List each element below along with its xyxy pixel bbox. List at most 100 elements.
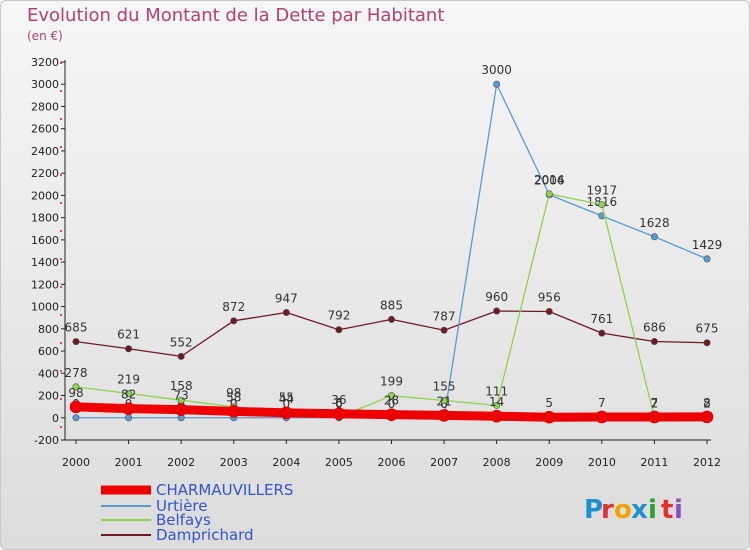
y-tick-label: 1800: [31, 212, 59, 225]
data-label: 686: [643, 320, 666, 334]
data-point: [72, 383, 80, 391]
data-label: 685: [65, 321, 88, 335]
data-point: [72, 414, 80, 422]
data-point: [387, 315, 395, 323]
data-label: 5: [545, 396, 553, 410]
data-label: 6: [335, 396, 343, 410]
legend-label: Damprichard: [156, 526, 254, 544]
x-tick-label: 2003: [220, 456, 248, 469]
logo-letter: i: [674, 495, 683, 525]
data-label: 7: [651, 396, 659, 410]
data-label: 14: [489, 395, 504, 409]
series-urti-re: 0000000030002006181616281429: [72, 63, 723, 422]
x-tick-label: 2006: [378, 456, 406, 469]
data-point: [335, 326, 343, 334]
data-point: [72, 338, 80, 346]
data-point: [545, 190, 553, 198]
legend-label: CHARMAUVILLERS: [156, 481, 293, 499]
data-label: 58: [226, 390, 241, 404]
data-label: 278: [65, 366, 88, 380]
data-point: [703, 255, 711, 263]
data-point: [385, 408, 398, 421]
data-point: [440, 326, 448, 334]
x-tick-label: 2011: [640, 456, 668, 469]
y-tick-label: 3000: [31, 78, 59, 91]
data-label: 219: [117, 372, 140, 386]
data-label: 761: [590, 312, 613, 326]
proxiti-logo: Pr o x i t i: [584, 495, 683, 525]
y-tick-label: -200: [34, 434, 59, 447]
series-charmauvillers: 98 82 73 58 44 36 28 21 14 5 7 7 8: [68, 386, 714, 424]
data-point: [493, 401, 501, 409]
data-point: [125, 414, 133, 422]
data-label: 98: [226, 386, 241, 400]
data-label: 2: [703, 397, 711, 411]
data-label: 956: [538, 290, 561, 304]
data-label: 199: [380, 375, 403, 389]
data-point: [598, 329, 606, 337]
data-label: 7: [598, 396, 606, 410]
y-tick-label: 1000: [31, 301, 59, 314]
data-point: [648, 410, 661, 424]
data-label: 1429: [692, 238, 723, 252]
data-point: [282, 308, 290, 316]
data-label: 872: [222, 300, 245, 314]
logo-letter: i: [648, 495, 657, 525]
data-point: [125, 389, 133, 397]
data-label: 73: [174, 389, 189, 403]
data-label: 98: [68, 386, 83, 400]
legend-label: Urtière: [156, 497, 208, 515]
data-label: 2: [651, 397, 659, 411]
data-label: 8: [703, 396, 711, 410]
data-label: 0: [388, 397, 396, 411]
data-label: 787: [433, 309, 456, 323]
data-label: 158: [170, 379, 193, 393]
data-point: [650, 337, 658, 345]
data-point: [650, 233, 658, 241]
series-line: [75, 83, 708, 419]
data-label: 28: [384, 394, 399, 408]
y-tick-label: 1400: [31, 256, 59, 269]
data-label: 3000: [481, 63, 512, 77]
data-label: 885: [380, 298, 403, 312]
y-tick-label: 1600: [31, 234, 59, 247]
data-point: [227, 405, 241, 418]
chart-title: Evolution du Montant de la Dette par Hab…: [27, 5, 445, 26]
y-tick-label: 2200: [31, 167, 59, 180]
x-tick-label: 2001: [115, 456, 143, 469]
data-point: [598, 201, 606, 209]
data-label: 21: [436, 394, 451, 408]
y-tick-label: 1200: [31, 278, 59, 291]
y-tick-label: 0: [52, 412, 59, 425]
y-tick-label: 800: [38, 323, 59, 336]
data-point: [490, 409, 503, 423]
data-label: 1917: [587, 184, 618, 198]
y-tick-label: 2000: [31, 189, 59, 202]
data-label: 621: [117, 328, 140, 342]
x-tick-label: 2012: [693, 456, 721, 469]
data-label: 1628: [639, 216, 670, 230]
y-tick-label: 2400: [31, 145, 59, 158]
series-belfays: 278 219 158 98 55 6 199 155 111 2014 1917 2 2: [65, 173, 711, 422]
logo-letter: o: [614, 495, 632, 525]
data-label: 36: [331, 393, 346, 407]
data-label: 675: [696, 322, 719, 336]
y-tick-label: 600: [38, 345, 59, 358]
data-label: 55: [279, 391, 294, 405]
x-tick-label: 2004: [272, 456, 300, 469]
data-point: [437, 409, 451, 422]
y-tick-label: 200: [38, 390, 59, 403]
y-tick-label: 2800: [31, 100, 59, 113]
data-point: [280, 406, 293, 420]
logo-letter: x: [631, 495, 648, 525]
data-point: [703, 339, 711, 347]
data-label: 82: [121, 388, 136, 402]
y-tick-label: 2600: [31, 123, 59, 136]
data-point: [69, 400, 83, 414]
data-point: [542, 410, 556, 424]
data-point: [493, 307, 501, 315]
x-tick-label: 2010: [588, 456, 616, 469]
